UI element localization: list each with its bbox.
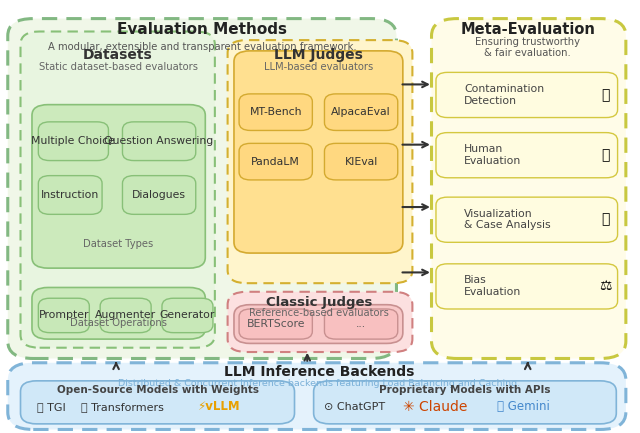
FancyBboxPatch shape — [100, 298, 151, 333]
Text: ⚖: ⚖ — [599, 279, 612, 293]
Text: LLM Inference Backends: LLM Inference Backends — [223, 365, 414, 379]
FancyBboxPatch shape — [8, 363, 626, 430]
Text: LLM Judges: LLM Judges — [275, 48, 363, 62]
Text: 💎 Gemini: 💎 Gemini — [497, 400, 550, 413]
Text: Question Answering: Question Answering — [104, 136, 214, 146]
Text: Static dataset-based evaluators: Static dataset-based evaluators — [38, 62, 198, 72]
Text: Reference-based evaluators: Reference-based evaluators — [249, 308, 388, 318]
Text: 🔍: 🔍 — [602, 88, 610, 102]
FancyBboxPatch shape — [324, 309, 397, 339]
Text: Prompter: Prompter — [38, 310, 89, 320]
FancyBboxPatch shape — [38, 176, 102, 214]
FancyBboxPatch shape — [228, 292, 412, 352]
FancyBboxPatch shape — [436, 132, 618, 178]
FancyBboxPatch shape — [38, 122, 108, 161]
FancyBboxPatch shape — [239, 309, 312, 339]
Text: ✳ Claude: ✳ Claude — [403, 400, 467, 414]
Text: Generator: Generator — [160, 310, 215, 320]
Text: 🤗 TGI: 🤗 TGI — [36, 402, 65, 412]
Text: Meta-Evaluation: Meta-Evaluation — [460, 22, 595, 37]
Text: Contamination
Detection: Contamination Detection — [464, 84, 544, 106]
Text: BERTScore: BERTScore — [246, 319, 305, 329]
Text: Dataset Types: Dataset Types — [83, 239, 153, 249]
Text: ⊙ ChatGPT: ⊙ ChatGPT — [324, 402, 386, 412]
FancyBboxPatch shape — [234, 51, 403, 253]
Text: Multiple Choice: Multiple Choice — [31, 136, 115, 146]
FancyBboxPatch shape — [436, 264, 618, 309]
Text: AlpacaEval: AlpacaEval — [332, 107, 391, 117]
Text: 🤗 Transformers: 🤗 Transformers — [81, 402, 164, 412]
FancyBboxPatch shape — [431, 19, 626, 359]
FancyBboxPatch shape — [436, 72, 618, 117]
Text: Ensuring trustworthy
& fair evaluation.: Ensuring trustworthy & fair evaluation. — [476, 37, 580, 58]
Text: PandaLM: PandaLM — [252, 157, 300, 167]
Text: ...: ... — [356, 319, 366, 329]
Text: Datasets: Datasets — [83, 48, 153, 62]
Text: Bias
Evaluation: Bias Evaluation — [464, 275, 521, 297]
Text: KIEval: KIEval — [344, 157, 378, 167]
Text: Dialogues: Dialogues — [132, 190, 186, 200]
FancyBboxPatch shape — [324, 143, 397, 180]
Text: Classic Judges: Classic Judges — [266, 296, 372, 309]
Text: Human
Evaluation: Human Evaluation — [464, 144, 521, 166]
FancyBboxPatch shape — [324, 94, 397, 130]
Text: MT-Bench: MT-Bench — [250, 107, 302, 117]
FancyBboxPatch shape — [20, 32, 215, 348]
FancyBboxPatch shape — [32, 288, 205, 339]
FancyBboxPatch shape — [32, 105, 205, 268]
Text: Augmenter: Augmenter — [95, 310, 156, 320]
FancyBboxPatch shape — [234, 305, 403, 343]
FancyBboxPatch shape — [122, 176, 196, 214]
FancyBboxPatch shape — [436, 197, 618, 242]
FancyBboxPatch shape — [314, 381, 616, 424]
Text: Dataset Operations: Dataset Operations — [70, 318, 166, 328]
Text: Visualization
& Case Analysis: Visualization & Case Analysis — [464, 209, 550, 230]
Text: Open-Source Models with Weights: Open-Source Models with Weights — [56, 385, 259, 395]
Text: 📊: 📊 — [602, 213, 610, 226]
FancyBboxPatch shape — [20, 381, 294, 424]
Text: Evaluation Methods: Evaluation Methods — [117, 22, 287, 37]
FancyBboxPatch shape — [239, 143, 312, 180]
Text: Instruction: Instruction — [41, 190, 99, 200]
Text: 👥: 👥 — [602, 148, 610, 162]
FancyBboxPatch shape — [38, 298, 90, 333]
Text: Distributed & Concurrent Inference backends featuring Load Balancing and Caching: Distributed & Concurrent Inference backe… — [118, 379, 520, 388]
FancyBboxPatch shape — [122, 122, 196, 161]
Text: LLM-based evaluators: LLM-based evaluators — [264, 62, 373, 72]
Text: Proprietary Models with APIs: Proprietary Models with APIs — [379, 385, 550, 395]
Text: ⚡vLLM: ⚡vLLM — [196, 400, 239, 413]
Text: A modular, extensible and transparent evaluation framework.: A modular, extensible and transparent ev… — [48, 42, 356, 52]
FancyBboxPatch shape — [8, 19, 396, 359]
FancyBboxPatch shape — [239, 94, 312, 130]
FancyBboxPatch shape — [228, 40, 412, 283]
FancyBboxPatch shape — [162, 298, 213, 333]
